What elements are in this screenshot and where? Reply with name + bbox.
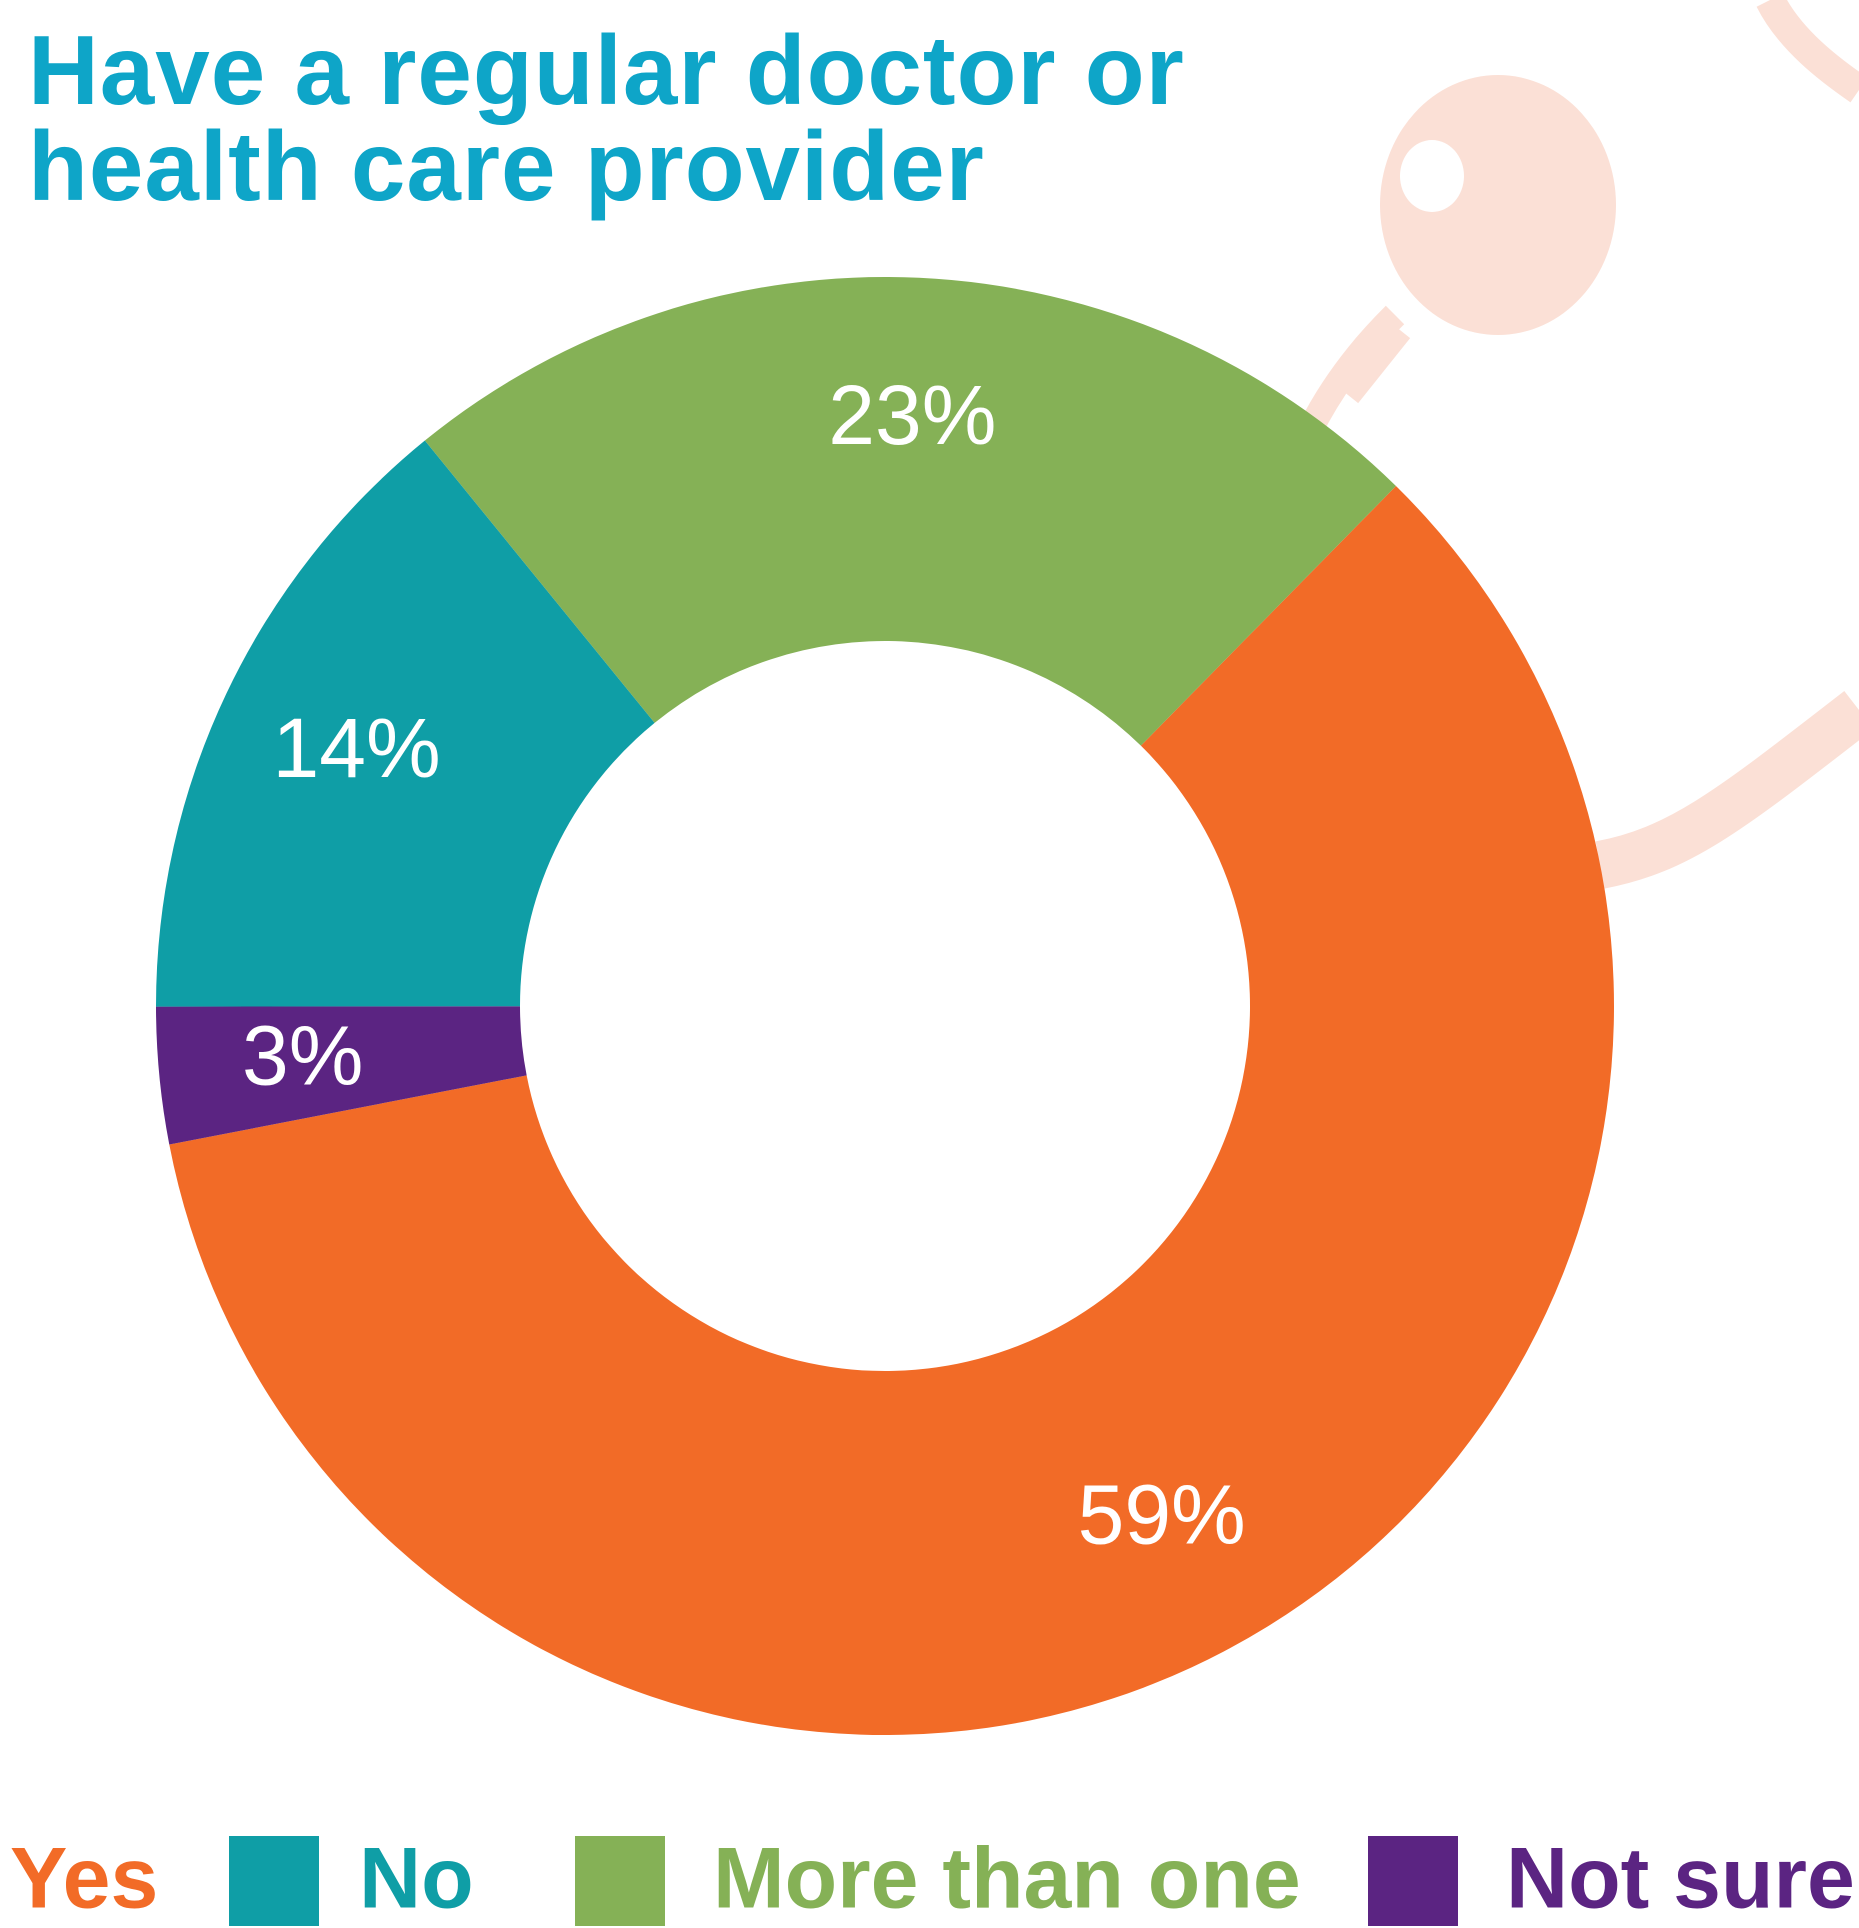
donut-segment (155, 440, 655, 1007)
legend-label: Yes (10, 1831, 158, 1927)
chart-title: Have a regular doctor or health care pro… (28, 15, 1185, 221)
legend-swatch (1368, 1836, 1458, 1926)
legend-label: No (359, 1831, 474, 1927)
legend-label: Not sure (1506, 1831, 1855, 1927)
stethoscope-decoration (1298, 0, 1859, 889)
legend-label: More than one (713, 1831, 1301, 1927)
value-label: 3% (242, 1008, 363, 1102)
donut-segment (424, 277, 1396, 746)
donut-segment (156, 1006, 527, 1145)
value-label: 14% (273, 701, 441, 795)
legend-swatch (229, 1836, 319, 1926)
legend-swatch (575, 1836, 665, 1926)
value-label: 59% (1078, 1468, 1246, 1562)
value-label: 23% (828, 368, 996, 462)
donut-segment (169, 486, 1614, 1736)
